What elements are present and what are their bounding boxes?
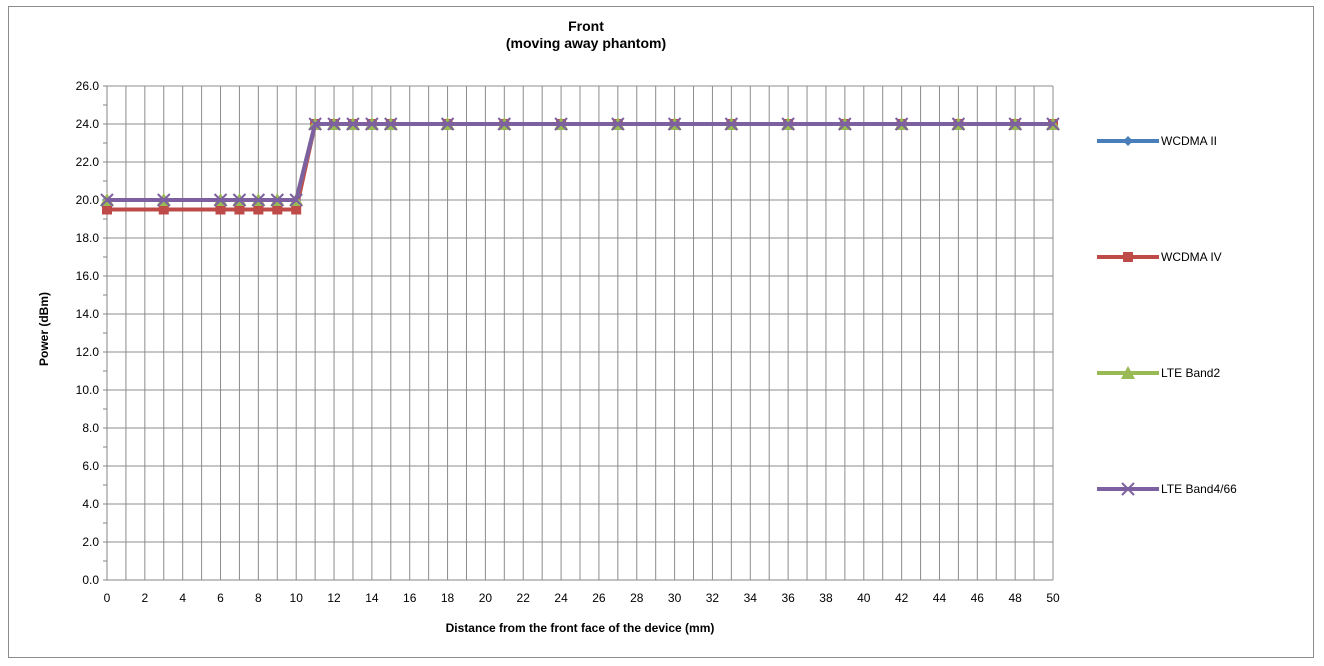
x-tick-label: 24 <box>554 591 568 605</box>
x-tick-label: 38 <box>819 591 833 605</box>
legend-item-wcdma-ii: WCDMA II <box>1097 134 1217 148</box>
data-point <box>667 117 682 131</box>
y-tick-label: 16.0 <box>76 269 100 283</box>
data-point <box>365 117 379 131</box>
y-tick-label: 6.0 <box>82 459 99 473</box>
x-tick-label: 14 <box>365 591 379 605</box>
data-point <box>157 193 171 207</box>
x-tick-label: 8 <box>255 591 262 605</box>
legend-label: LTE Band4/66 <box>1161 482 1237 496</box>
series-lte-band4-66 <box>100 117 1060 207</box>
x-tick-label: 44 <box>933 591 947 605</box>
x-tick-label: 42 <box>895 591 909 605</box>
x-tick-label: 10 <box>290 591 304 605</box>
x-tick-label: 30 <box>668 591 682 605</box>
y-tick-label: 14.0 <box>76 307 100 321</box>
legend: WCDMA II WCDMA IV LTE Band2 LTE Band4/66 <box>1097 134 1237 496</box>
data-point <box>158 204 169 215</box>
data-point <box>213 193 228 207</box>
data-point <box>102 204 112 215</box>
axes: 0.0 2.0 4.0 6.0 8.0 10.0 12.0 14.0 16.0 18.0 20.0 2… <box>76 79 1060 605</box>
legend-marker <box>1121 366 1135 379</box>
y-tick-label: 2.0 <box>82 535 99 549</box>
x-tick-label: 26 <box>592 591 606 605</box>
y-tick-label: 10.0 <box>76 383 100 397</box>
legend-label: LTE Band2 <box>1161 366 1220 380</box>
y-tick-label: 8.0 <box>82 421 99 435</box>
data-point <box>951 117 966 131</box>
y-tick-label: 20.0 <box>76 193 100 207</box>
x-tick-label: 34 <box>744 591 758 605</box>
data-point <box>251 193 266 207</box>
data-point <box>1046 117 1060 131</box>
series-line <box>107 122 1053 202</box>
chart-frame: Front (moving away phantom) 0.0 2.0 4.0 6.0… <box>8 6 1314 658</box>
x-tick-label: 36 <box>781 591 795 605</box>
data-point <box>894 117 909 131</box>
data-point <box>100 193 114 207</box>
data-point <box>781 117 795 131</box>
y-tick-label: 22.0 <box>76 155 100 169</box>
data-point <box>308 117 322 131</box>
x-tick-label: 22 <box>517 591 531 605</box>
data-point <box>1008 117 1022 131</box>
x-tick-label: 40 <box>857 591 871 605</box>
y-tick-label: 4.0 <box>82 497 99 511</box>
data-point <box>232 193 247 207</box>
x-axis-title: Distance from the front face of the devi… <box>446 621 715 635</box>
x-tick-label: 28 <box>630 591 644 605</box>
chart-title: Front <box>568 18 604 34</box>
x-tick-label: 4 <box>179 591 186 605</box>
legend-item-wcdma-iv: WCDMA IV <box>1097 250 1222 264</box>
legend-item-lte-band4-66: LTE Band4/66 <box>1097 482 1237 496</box>
data-point <box>291 204 302 215</box>
chart-subtitle: (moving away phantom) <box>506 35 666 51</box>
x-tick-label: 18 <box>441 591 455 605</box>
x-tick-label: 0 <box>104 591 111 605</box>
x-tick-label: 50 <box>1046 591 1060 605</box>
data-point <box>272 204 283 215</box>
data-point <box>838 117 852 131</box>
data-point <box>327 117 341 131</box>
y-tick-label: 24.0 <box>76 117 100 131</box>
x-tick-label: 46 <box>971 591 985 605</box>
x-tick-label: 16 <box>403 591 417 605</box>
x-tick-label: 48 <box>1008 591 1022 605</box>
line-chart: Front (moving away phantom) 0.0 2.0 4.0 6.0… <box>37 18 1237 635</box>
data-point <box>346 117 360 131</box>
legend-marker <box>1123 136 1133 146</box>
series-layer <box>100 117 1060 215</box>
data-point <box>234 204 245 215</box>
data-point <box>270 193 284 207</box>
data-point <box>215 204 226 215</box>
x-tick-label: 6 <box>217 591 224 605</box>
data-point <box>253 204 264 215</box>
legend-label: WCDMA IV <box>1161 250 1222 264</box>
y-axis-title: Power (dBm) <box>37 292 51 366</box>
data-point <box>289 193 303 207</box>
data-point <box>554 117 568 131</box>
y-tick-label: 0.0 <box>82 573 99 587</box>
legend-label: WCDMA II <box>1161 134 1217 148</box>
y-tick-label: 18.0 <box>76 231 100 245</box>
y-tick-label: 12.0 <box>76 345 100 359</box>
data-point <box>384 117 398 131</box>
x-tick-label: 32 <box>706 591 720 605</box>
x-tick-label: 20 <box>479 591 493 605</box>
x-tick-label: 12 <box>327 591 341 605</box>
data-point <box>611 117 625 131</box>
data-point <box>497 117 512 131</box>
grid <box>106 85 1054 581</box>
data-point <box>440 117 455 131</box>
y-tick-label: 26.0 <box>76 79 100 93</box>
legend-marker <box>1121 482 1135 496</box>
legend-marker <box>1123 252 1133 262</box>
data-point <box>724 117 739 131</box>
x-tick-label: 2 <box>141 591 148 605</box>
legend-item-lte-band2: LTE Band2 <box>1097 366 1220 380</box>
